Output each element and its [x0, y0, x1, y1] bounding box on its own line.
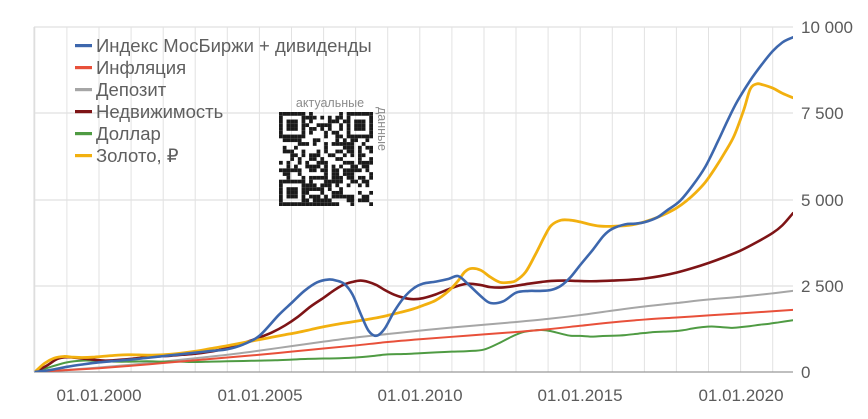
svg-text:7 500: 7 500	[801, 104, 844, 123]
svg-text:10 000: 10 000	[801, 18, 853, 37]
svg-text:Индекс МосБиржи + дивиденды: Индекс МосБиржи + дивиденды	[96, 35, 372, 56]
svg-text:актуальные: актуальные	[296, 96, 364, 110]
svg-text:5 000: 5 000	[801, 191, 844, 210]
svg-text:0: 0	[801, 363, 810, 382]
svg-text:Недвижимость: Недвижимость	[96, 101, 223, 122]
svg-text:01.01.2005: 01.01.2005	[217, 386, 302, 405]
svg-text:Доллар: Доллар	[96, 123, 161, 144]
svg-text:01.01.2015: 01.01.2015	[537, 386, 622, 405]
svg-text:01.01.2010: 01.01.2010	[377, 386, 462, 405]
svg-text:Депозит: Депозит	[96, 79, 167, 100]
svg-text:01.01.2000: 01.01.2000	[56, 386, 141, 405]
svg-text:данные: данные	[375, 107, 389, 151]
svg-text:Золото, ₽: Золото, ₽	[96, 145, 179, 166]
svg-text:Инфляция: Инфляция	[96, 57, 186, 78]
svg-text:2 500: 2 500	[801, 277, 844, 296]
svg-text:01.01.2020: 01.01.2020	[698, 386, 783, 405]
